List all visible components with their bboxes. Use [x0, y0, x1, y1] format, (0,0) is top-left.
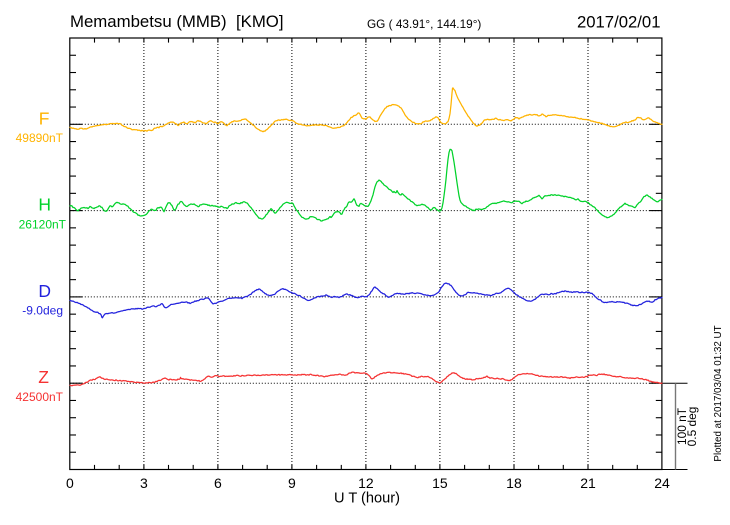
- svg-text:GG ( 43.91°, 144.19°): GG ( 43.91°, 144.19°): [367, 17, 481, 31]
- svg-text:U T (hour): U T (hour): [334, 491, 400, 507]
- svg-text:2017/02/01: 2017/02/01: [577, 13, 661, 32]
- svg-text:24: 24: [654, 475, 670, 491]
- svg-text:6: 6: [214, 475, 222, 491]
- svg-text:0.5 deg: 0.5 deg: [685, 407, 699, 447]
- svg-text:42500nT: 42500nT: [16, 390, 64, 404]
- svg-text:9: 9: [288, 475, 296, 491]
- svg-text:15: 15: [432, 475, 448, 491]
- svg-text:3: 3: [140, 475, 148, 491]
- svg-text:Plotted at 2017/03/04 01:32 UT: Plotted at 2017/03/04 01:32 UT: [713, 325, 724, 461]
- svg-text:49890nT: 49890nT: [16, 131, 64, 145]
- svg-text:100 nT: 100 nT: [675, 408, 689, 445]
- svg-text:12: 12: [358, 475, 374, 491]
- svg-text:Memambetsu (MMB) [KMO]: Memambetsu (MMB) [KMO]: [70, 12, 284, 31]
- svg-text:D: D: [38, 281, 51, 301]
- svg-text:0: 0: [66, 475, 74, 491]
- svg-text:H: H: [38, 195, 51, 215]
- svg-text:Z: Z: [38, 367, 49, 387]
- svg-text:-9.0deg: -9.0deg: [22, 304, 63, 318]
- svg-text:18: 18: [506, 475, 522, 491]
- svg-text:21: 21: [580, 475, 596, 491]
- svg-text:F: F: [39, 108, 50, 128]
- svg-text:26120nT: 26120nT: [19, 217, 67, 231]
